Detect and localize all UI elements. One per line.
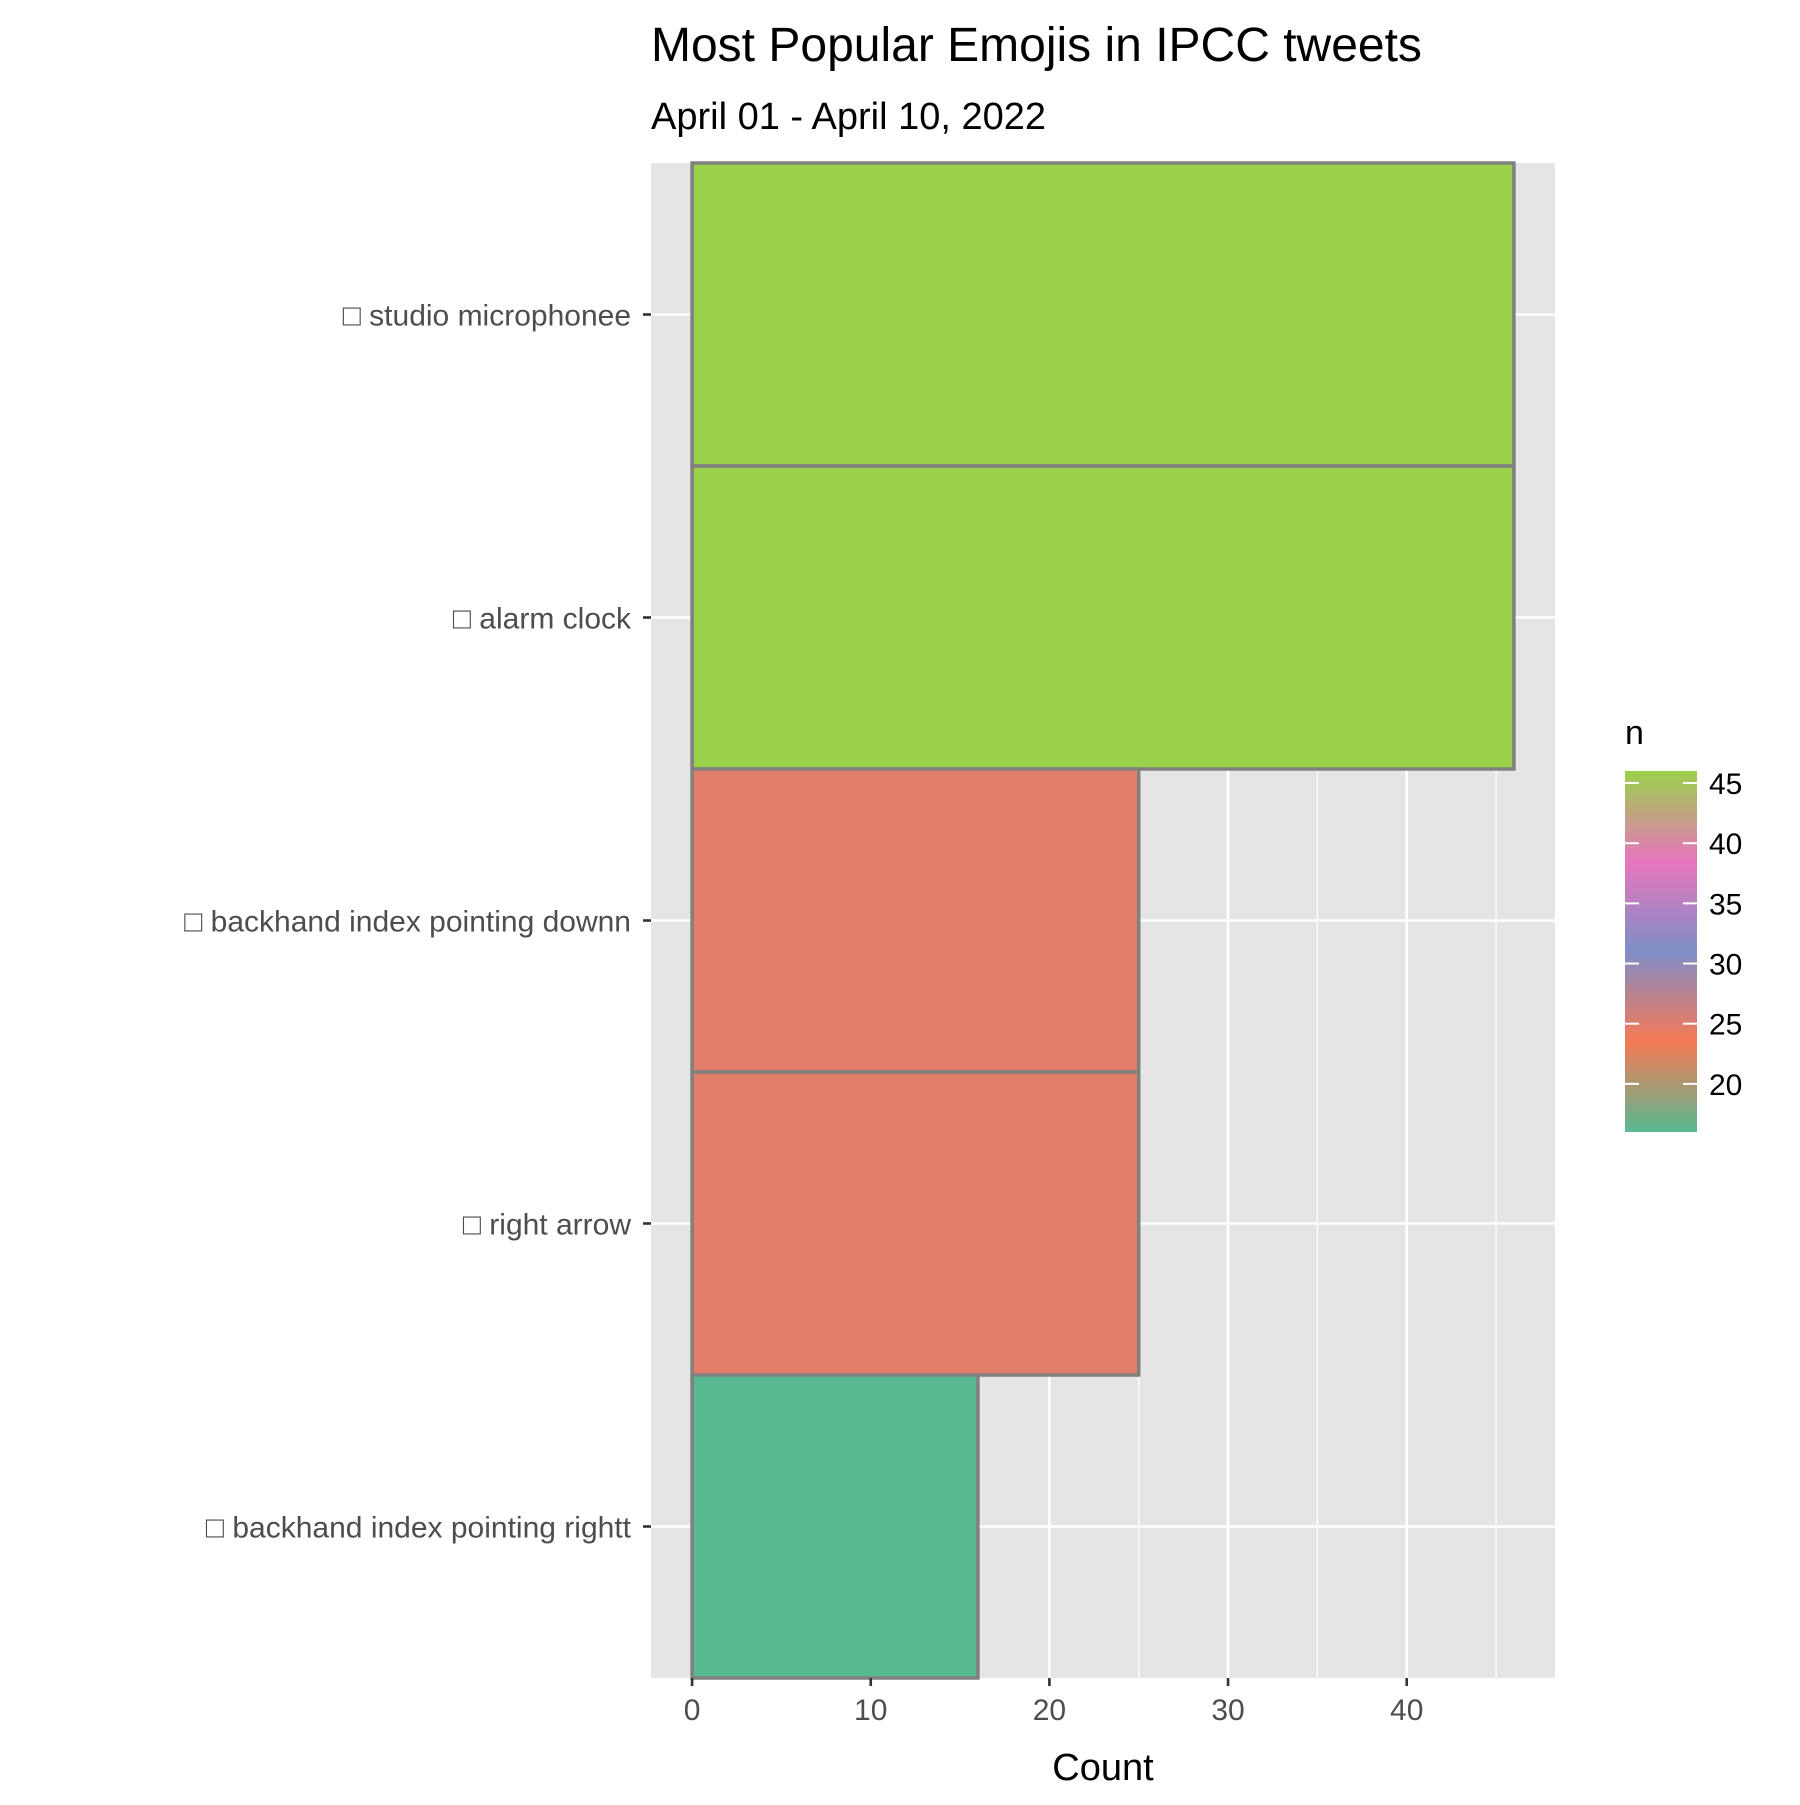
legend-tick-label: 35: [1709, 888, 1742, 921]
legend-tick-label: 30: [1709, 949, 1742, 982]
legend-title: n: [1625, 714, 1644, 752]
bar-1: [690, 161, 1516, 468]
legend-tick-label: 45: [1709, 768, 1742, 801]
x-tick-label: 20: [1033, 1694, 1066, 1727]
bar-5: [690, 1373, 980, 1680]
legend-tick-label: 20: [1709, 1069, 1742, 1102]
x-tick-label: 0: [684, 1694, 701, 1727]
legend-ticks: 45 40 35 30 25 20: [1625, 768, 1742, 1102]
x-axis-title: Count: [1052, 1747, 1154, 1789]
legend-tick-label: 40: [1709, 828, 1742, 861]
legend-tick-label: 25: [1709, 1009, 1742, 1042]
x-axis: 0 10 20 30 40: [684, 1678, 1423, 1727]
bars: [690, 161, 1516, 1680]
bar-2: [690, 464, 1516, 771]
y-tick-label: □ studio microphonee: [343, 300, 631, 333]
chart-subtitle: April 01 - April 10, 2022: [651, 96, 1046, 138]
bar-4: [690, 1070, 1141, 1377]
y-tick-label: □ right arrow: [463, 1209, 631, 1242]
x-tick-label: 40: [1390, 1694, 1423, 1727]
y-tick-label: □ backhand index pointing downn: [184, 906, 631, 939]
y-tick-label: □ backhand index pointing rightt: [206, 1512, 632, 1545]
color-legend: n 45 40 35 30 25 20: [1625, 714, 1742, 1132]
x-tick-label: 30: [1211, 1694, 1244, 1727]
x-tick-label: 10: [854, 1694, 887, 1727]
y-tick-label: □ alarm clock: [453, 603, 632, 636]
y-axis: □ studio microphonee □ alarm clock □ backh…: [184, 300, 651, 1545]
bar-3: [690, 767, 1141, 1074]
chart-title: Most Popular Emojis in IPCC tweets: [651, 19, 1422, 72]
legend-colorbar: [1625, 771, 1697, 1132]
